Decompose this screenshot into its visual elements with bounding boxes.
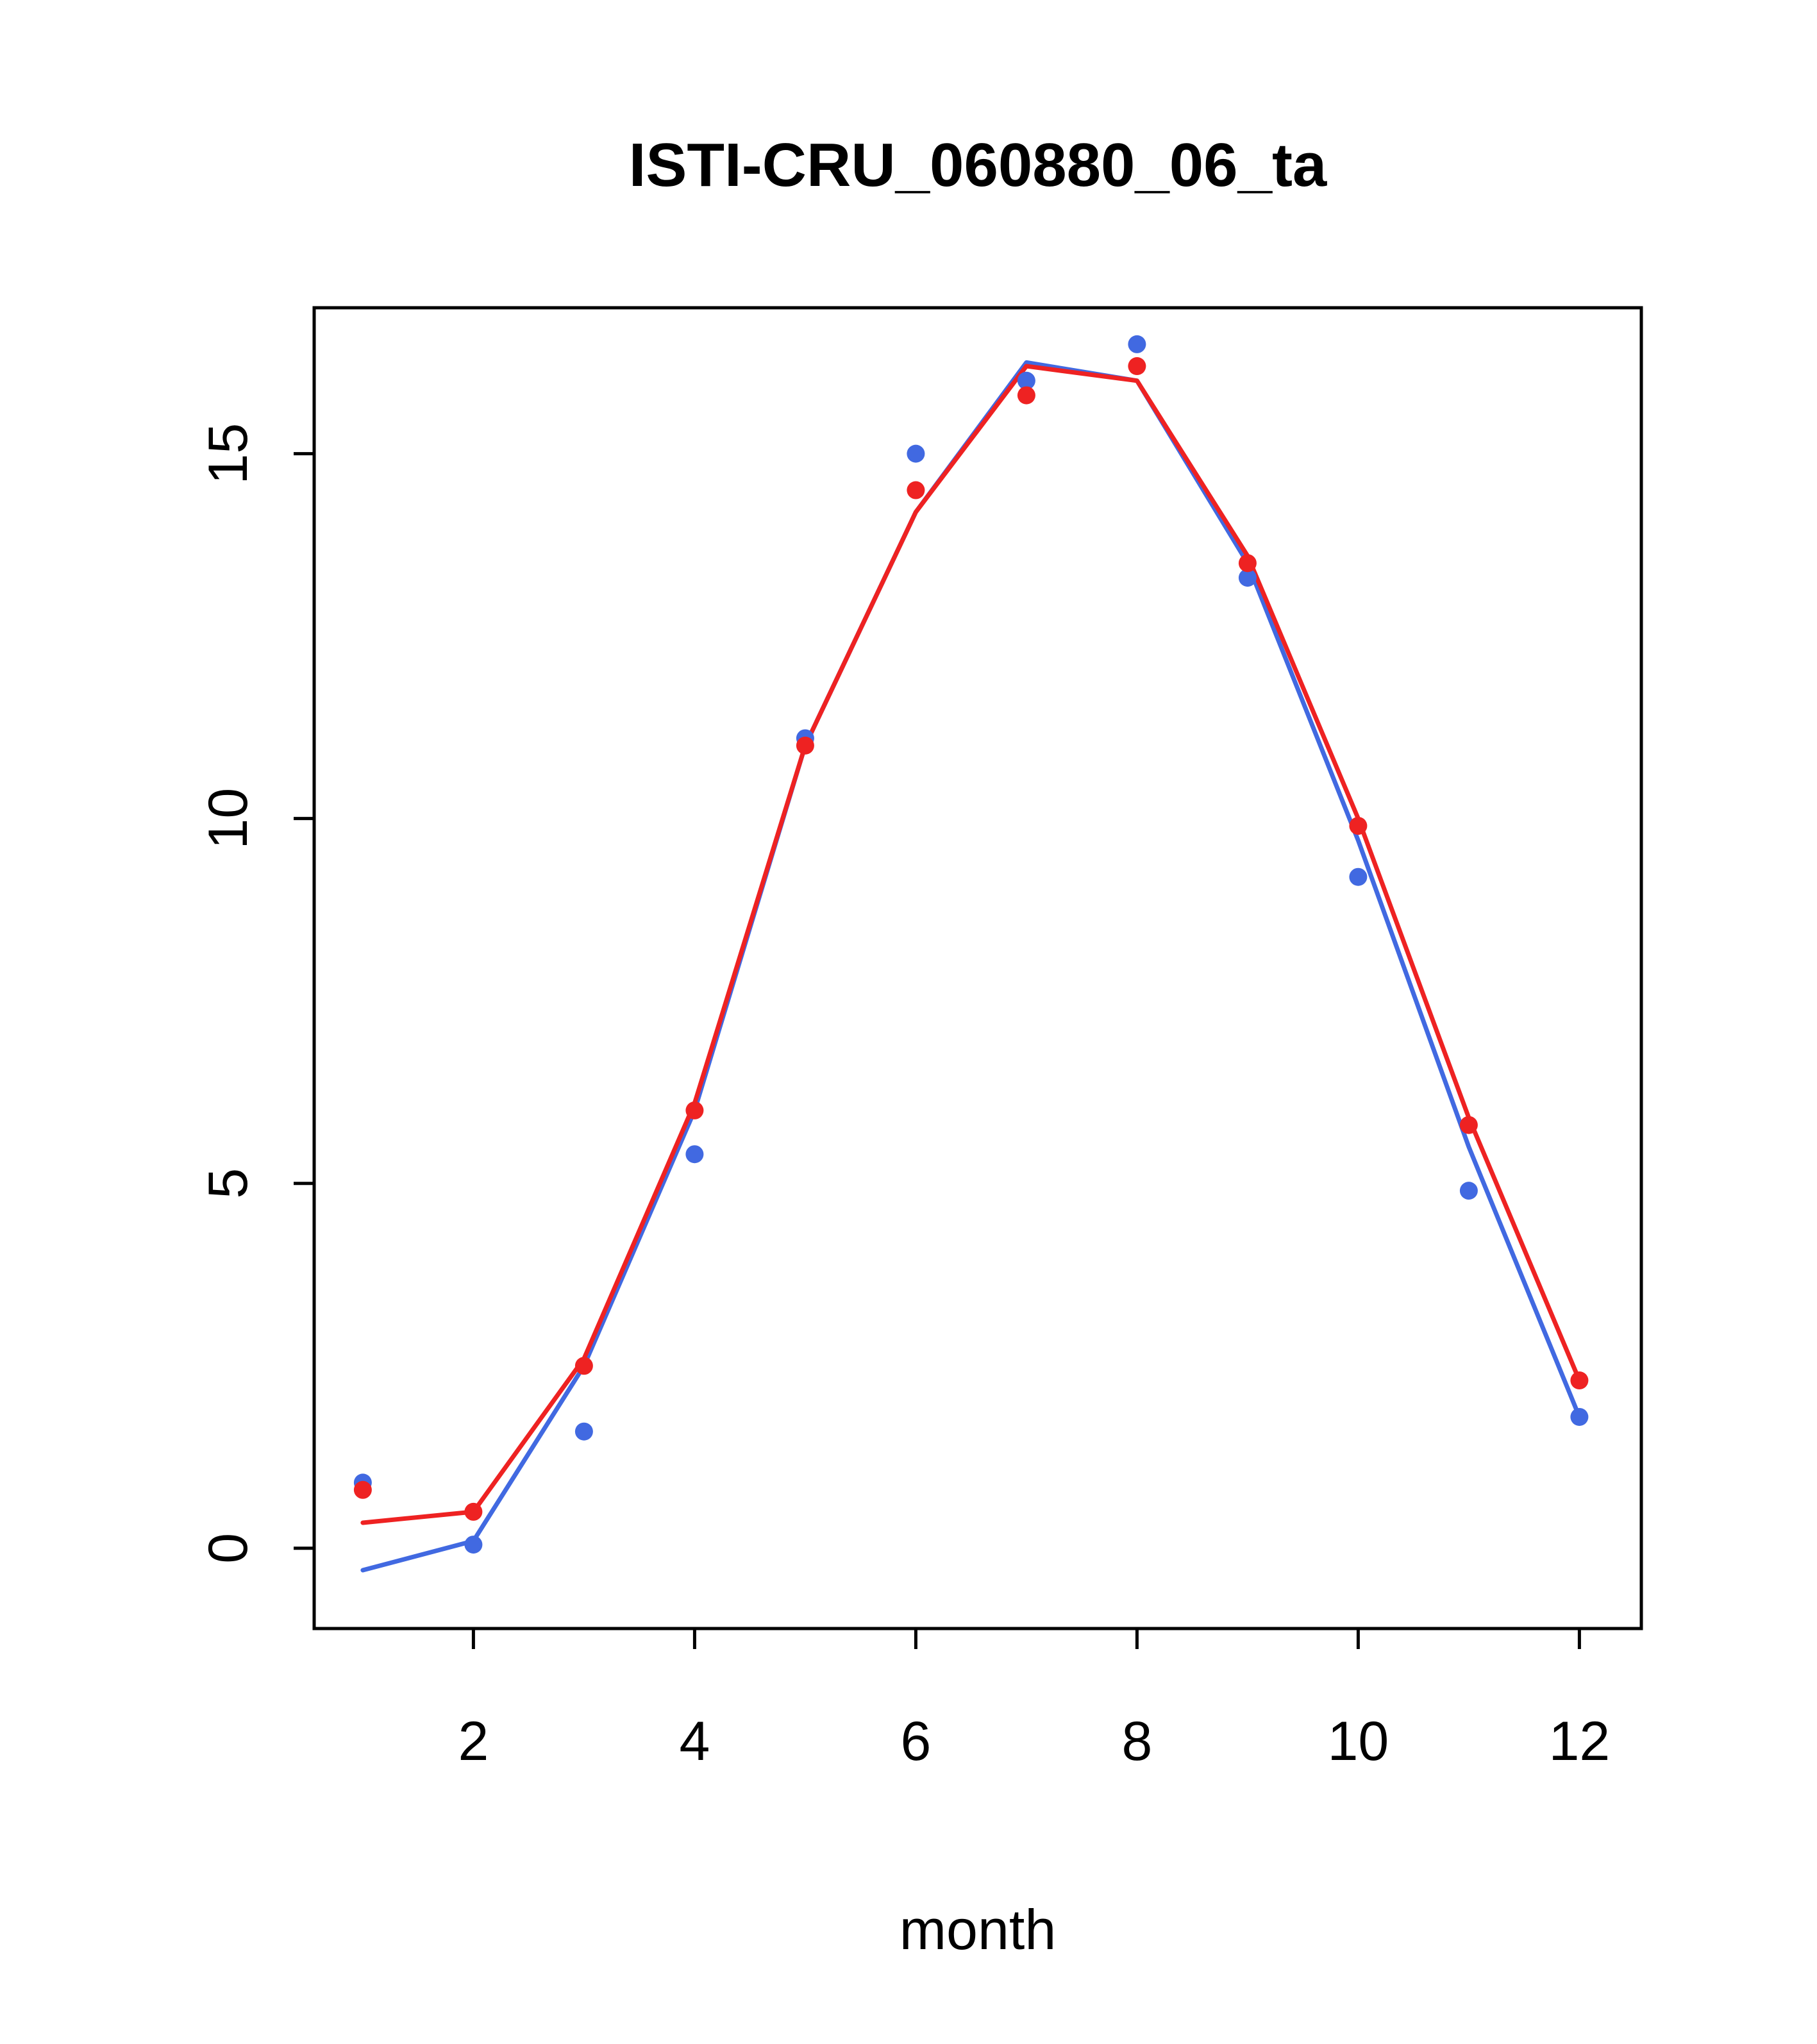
x-tick-label: 2: [458, 1711, 489, 1772]
blue-points-marker: [574, 1422, 593, 1441]
blue-points-marker: [907, 444, 925, 463]
blue-points-marker: [685, 1145, 704, 1164]
plot-border: [312, 306, 1643, 1630]
blue-points-marker: [1459, 1182, 1478, 1200]
blue-points-marker: [1128, 335, 1146, 353]
red-points-marker: [353, 1480, 372, 1499]
blue-points-marker: [1349, 867, 1368, 886]
red-points-marker: [464, 1502, 483, 1521]
red-points-marker: [796, 736, 814, 755]
red-points-marker: [574, 1357, 593, 1375]
chart-title: ISTI-CRU_060880_06_ta: [629, 131, 1327, 199]
x-axis-label: month: [900, 1898, 1057, 1961]
y-tick-label: 5: [197, 1168, 259, 1199]
red-points-marker: [1459, 1116, 1478, 1134]
x-tick-label: 10: [1328, 1711, 1389, 1772]
y-tick-label: 15: [197, 423, 259, 485]
y-tick-label: 10: [197, 788, 259, 850]
x-tick-label: 12: [1549, 1711, 1611, 1772]
blue-points-marker: [1570, 1407, 1589, 1426]
red-points-marker: [1128, 357, 1146, 376]
series-layer: [353, 335, 1589, 1573]
red-points-marker: [1349, 817, 1368, 835]
blue-points-marker: [1017, 371, 1035, 390]
x-tick-label: 8: [1121, 1711, 1152, 1772]
red-points-marker: [1017, 386, 1035, 405]
x-tick-label: 4: [679, 1711, 710, 1772]
blue-line-series: [360, 360, 1582, 1573]
axes: 2 4 6 8 10 12 0 5 10 15: [197, 423, 1610, 1772]
red-points-marker: [907, 481, 925, 499]
red-points-marker: [685, 1101, 704, 1119]
y-tick-label: 0: [197, 1533, 259, 1564]
blue-points-marker: [1238, 569, 1257, 587]
blue-points-marker: [464, 1536, 483, 1554]
red-line-series: [360, 364, 1582, 1525]
red-points-marker: [1570, 1371, 1589, 1390]
red-points-marker: [1238, 554, 1257, 573]
x-tick-label: 6: [900, 1711, 931, 1772]
